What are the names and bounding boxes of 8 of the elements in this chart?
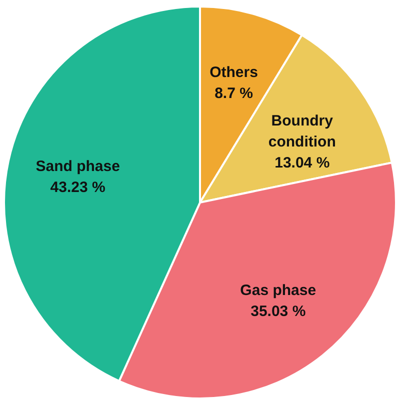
slice-label: Gas phase xyxy=(240,282,316,300)
slice-label: Boundry condition xyxy=(268,112,336,150)
data-label: 35.03 % xyxy=(250,303,306,320)
data-label: 13.04 % xyxy=(274,154,330,172)
slice-label: Others xyxy=(210,64,258,82)
slice-label: Sand phase xyxy=(36,158,120,176)
data-label: 43.23 % xyxy=(50,179,106,196)
data-label: 8.7 % xyxy=(214,85,253,102)
